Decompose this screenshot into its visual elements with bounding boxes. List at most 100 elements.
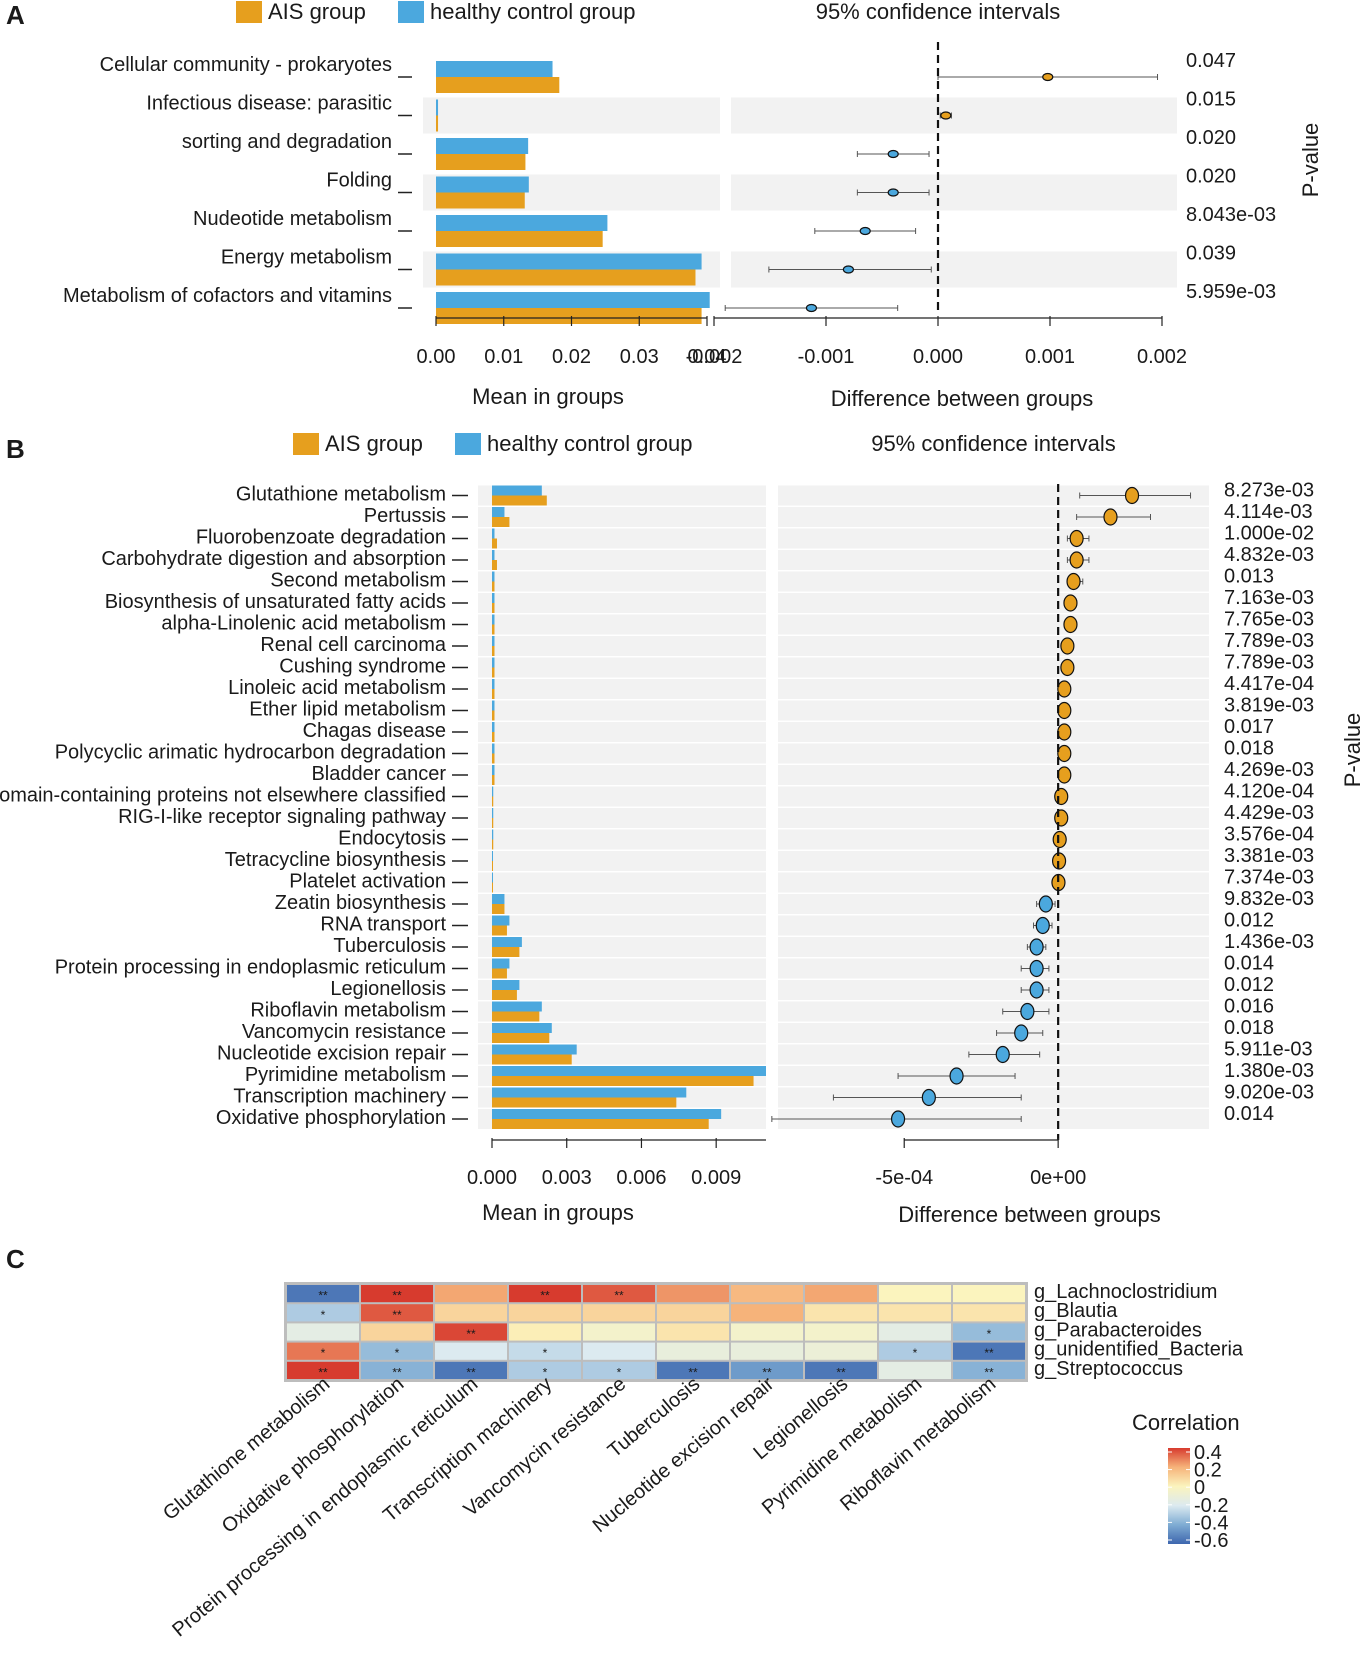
heatmap-cell: [287, 1285, 359, 1303]
bar-healthy: [436, 99, 439, 116]
bar-ais: [492, 775, 495, 785]
category-label: Carbohydrate digestion and absorption: [101, 548, 446, 570]
p-value-label: 0.047: [1186, 50, 1236, 72]
row-band: [778, 958, 1209, 979]
bar-ais: [436, 77, 560, 93]
bar-healthy: [492, 851, 493, 861]
significance-mark: *: [321, 1308, 326, 1322]
row-band: [778, 808, 1209, 828]
diff-point: [1057, 701, 1072, 720]
category-label: Second metabolism: [270, 570, 446, 592]
diff-axis-tick-label: -0.001: [798, 346, 855, 368]
heatmap-row-label: g_unidentified_Bacteria: [1034, 1339, 1244, 1361]
diff-point: [1069, 551, 1084, 569]
heatmap-cell: [583, 1304, 655, 1322]
p-value-label: 0.012: [1224, 910, 1274, 932]
heatmap-cell: [435, 1323, 507, 1341]
category-label: Platelet activation: [289, 871, 446, 893]
row-band: [478, 1001, 766, 1022]
row-band: [778, 743, 1209, 764]
row-band: [778, 657, 1209, 678]
significance-mark: **: [540, 1289, 550, 1303]
heatmap-cell: [879, 1285, 951, 1303]
diff-point: [1029, 959, 1044, 978]
legend-label-hc: healthy control group: [487, 431, 692, 456]
p-value-label: 4.429e-03: [1224, 802, 1314, 824]
bar-healthy: [492, 571, 495, 582]
heatmap-cell: [657, 1304, 729, 1322]
diff-point: [859, 226, 871, 236]
row-band: [778, 915, 1209, 936]
diff-axis-tick-label: 0.002: [1137, 346, 1187, 368]
row-band: [478, 722, 766, 742]
legend-swatch-ais: [293, 433, 319, 455]
colorbar-tick-label: 0.4: [1194, 1442, 1222, 1464]
significance-mark: *: [987, 1327, 992, 1341]
diff-point: [1057, 723, 1072, 741]
legend-label-ais: AIS group: [325, 431, 423, 456]
p-value-label: 3.576e-04: [1224, 824, 1314, 846]
row-band: [478, 851, 766, 871]
row-band: [478, 571, 766, 592]
heatmap-cell: [879, 1304, 951, 1322]
row-band: [478, 700, 766, 721]
category-label: Cushing syndrome: [279, 656, 446, 678]
category-label: RIG-I-like receptor signaling pathway: [118, 806, 446, 828]
heatmap-cell: [953, 1304, 1025, 1322]
p-value-label: 3.381e-03: [1224, 845, 1314, 867]
category-label: Tuberculosis: [333, 935, 446, 957]
p-value-title: P-value: [1340, 713, 1360, 788]
bar-healthy: [492, 872, 493, 883]
p-value-label: 0.014: [1224, 1103, 1274, 1125]
bar-ais: [492, 538, 497, 549]
row-band: [478, 958, 766, 979]
diff-axis-title: Difference between groups: [831, 386, 1094, 411]
bar-healthy: [492, 915, 510, 926]
heatmap-cell: [953, 1285, 1025, 1303]
p-value-label: 0.016: [1224, 996, 1274, 1018]
diff-point: [1038, 895, 1053, 913]
significance-mark: **: [836, 1365, 846, 1379]
bar-ais: [492, 1054, 572, 1065]
heatmap-row-label: g_Streptococcus: [1034, 1358, 1183, 1380]
bar-ais: [492, 796, 494, 807]
bar-ais: [492, 581, 495, 592]
panel-c: C ** ** ** ** g_Lachnoclostridium* ** g_Blauti…: [6, 1244, 1244, 1641]
colorbar-tick-label: -0.2: [1194, 1495, 1228, 1517]
bar-ais: [492, 495, 547, 506]
significance-mark: *: [321, 1346, 326, 1360]
heatmap-cell: [287, 1304, 359, 1322]
heatmap-cell: [361, 1285, 433, 1303]
heatmap-cell: [435, 1361, 507, 1379]
row-band: [478, 507, 766, 527]
bar-ais: [436, 115, 439, 132]
p-value-label: 9.020e-03: [1224, 1082, 1314, 1104]
row-band: [778, 1023, 1209, 1043]
category-label: RNA transport: [320, 914, 446, 936]
significance-mark: **: [392, 1308, 402, 1322]
category-label: Tetracycline biosynthesis: [225, 849, 446, 871]
row-band: [478, 743, 766, 764]
row-band: [778, 894, 1209, 914]
diff-point: [842, 265, 855, 274]
category-label: Energy metabolism: [221, 247, 392, 269]
row-band: [478, 550, 766, 570]
bar-ais: [492, 560, 497, 570]
row-band: [778, 679, 1209, 699]
bar-healthy: [492, 1044, 577, 1055]
diff-point: [1066, 572, 1081, 591]
category-label: Fluorobenzoate degradation: [196, 527, 446, 549]
category-label: Transcription machinery: [233, 1086, 446, 1108]
p-value-label: 8.273e-03: [1224, 480, 1314, 502]
heatmap-cell: [879, 1342, 951, 1360]
diff-point: [1020, 1002, 1035, 1021]
significance-mark: *: [543, 1346, 548, 1360]
p-value-label: 1.436e-03: [1224, 931, 1314, 953]
bar-ais: [492, 517, 510, 527]
row-band: [778, 980, 1209, 1000]
diff-point: [921, 1088, 936, 1107]
colorbar-tick-label: -0.6: [1194, 1530, 1228, 1552]
p-value-label: 0.020: [1186, 127, 1236, 149]
bar-healthy: [492, 1066, 766, 1076]
bar-healthy: [492, 700, 495, 711]
